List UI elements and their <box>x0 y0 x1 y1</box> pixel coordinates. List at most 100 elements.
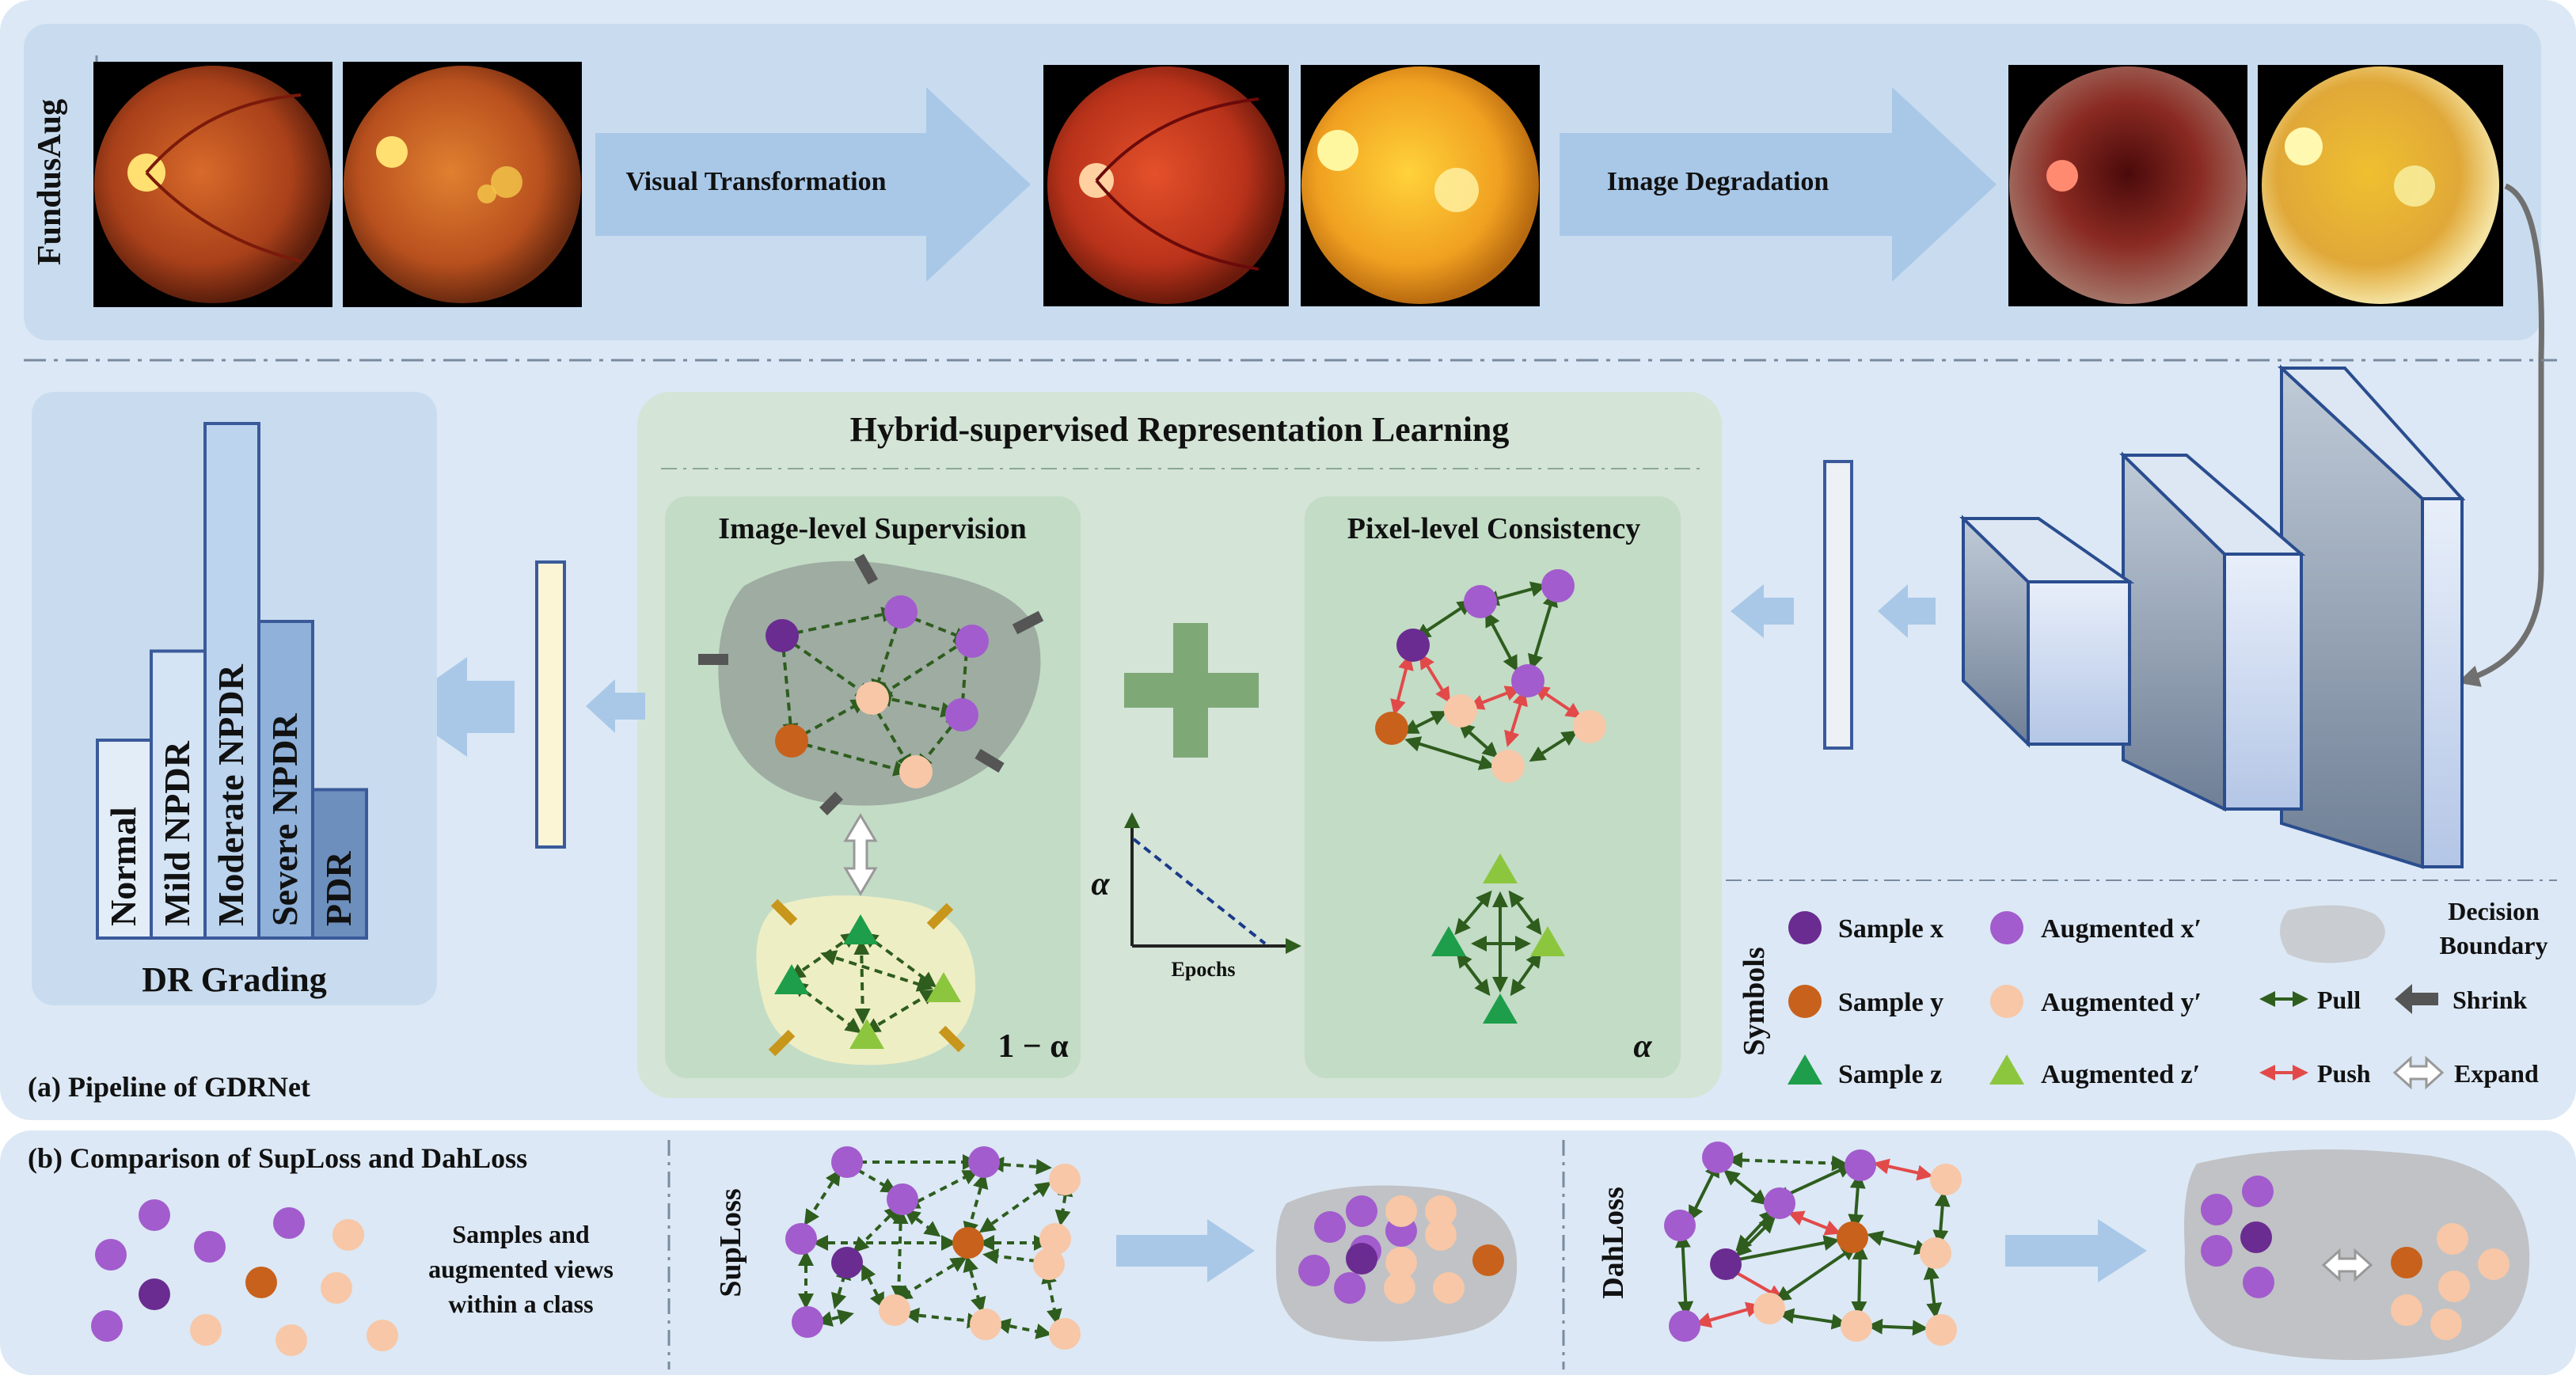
legend-aug-y: Augmented y′ <box>2041 988 2202 1017</box>
dr-bar <box>203 422 260 940</box>
dr-grading-bars: Normal Mild NPDR Moderate NPDR Severe NPDR P… <box>96 422 368 940</box>
pipeline-caption: (a) Pipeline of GDRNet <box>28 1071 310 1103</box>
legend-aug-z: Augmented z′ <box>2041 1060 2200 1089</box>
epochs-axis-label: Epochs <box>1172 958 1236 981</box>
alpha-axis-label: α <box>1091 866 1110 902</box>
node-aug-y <box>856 682 889 715</box>
node-aug-z <box>1530 926 1565 956</box>
hybrid-to-feature-arrow <box>586 679 645 733</box>
to-encoder-arrow <box>2456 183 2544 687</box>
class-samples <box>91 1199 398 1356</box>
node-sample-y <box>1375 712 1408 745</box>
legend-aug-x: Augmented x′ <box>2041 914 2202 944</box>
legend-aug-x-marker <box>1990 911 2023 944</box>
one-minus-alpha-label: 1 − α <box>997 1028 1069 1065</box>
encoder-to-feature-arrow <box>1878 584 1936 638</box>
node-sample-z <box>1431 926 1466 956</box>
fundus-image-transformed-1 <box>1043 65 1289 306</box>
alpha-label: α <box>1633 1028 1652 1065</box>
node-aug-y <box>1491 750 1525 783</box>
suploss-label: SupLoss <box>714 1188 747 1297</box>
pixel-z-graph <box>1454 890 1542 997</box>
pixel-level-panel <box>1305 496 1681 1078</box>
legend-expand: Expand <box>2454 1059 2539 1088</box>
legend-sample-y-marker <box>1788 985 1822 1018</box>
fundus-image-original-2 <box>343 62 582 307</box>
suploss-nodes <box>785 1146 1081 1350</box>
pixel-level-graph <box>1390 581 1582 770</box>
node-sample-z <box>843 914 878 944</box>
dr-bar <box>311 788 368 940</box>
symbols-legend: Symbols Sample x Augmented x′ Decision B… <box>1738 897 2548 1090</box>
dr-bar-label: Moderate NPDR <box>211 663 251 926</box>
image-degradation-arrow <box>1560 87 1997 282</box>
fundus-image-degraded-1 <box>2008 65 2247 306</box>
suploss-result-arrow <box>1116 1219 1255 1282</box>
legend-push: Push <box>2317 1059 2371 1088</box>
plus-sign <box>1124 623 1259 758</box>
visual-transformation-arrow <box>595 87 1031 282</box>
samples-text-1: Samples and <box>452 1220 590 1248</box>
node-aug-x <box>1541 569 1575 602</box>
dr-bar-label: PDR <box>318 851 359 926</box>
dr-grading-title: DR Grading <box>142 960 326 999</box>
node-aug-z <box>926 972 961 1002</box>
visual-transformation-label: Visual Transformation <box>625 167 886 196</box>
pooled-feature <box>535 560 566 849</box>
legend-aug-y-marker <box>1990 985 2023 1018</box>
node-aug-y <box>1573 710 1606 743</box>
node-aug-x <box>1511 664 1544 697</box>
image-level-title: Image-level Supervision <box>718 512 1026 545</box>
expand-arrow <box>843 813 878 896</box>
fundus-image-original-1 <box>93 62 332 307</box>
dahloss-label: DahLoss <box>1597 1187 1630 1299</box>
dr-bar-label: Normal <box>103 807 143 926</box>
dahloss-nodes <box>1664 1142 1962 1346</box>
node-aug-z <box>849 1019 884 1049</box>
fundus-image-degraded-2 <box>2258 65 2503 306</box>
samples-text-3: within a class <box>448 1290 593 1318</box>
node-sample-z <box>774 964 809 994</box>
dr-bar-label: Severe NPDR <box>264 713 305 926</box>
fundusaug-label: FundusAug <box>32 99 68 265</box>
node-aug-x <box>956 625 989 658</box>
dr-bar <box>257 620 314 940</box>
suploss-graph <box>798 1154 1073 1339</box>
node-aug-x <box>1464 585 1497 618</box>
legend-shrink: Shrink <box>2453 986 2527 1014</box>
samples-text-2: augmented views <box>428 1255 614 1283</box>
legend-pull: Pull <box>2317 986 2361 1014</box>
image-degradation-label: Image Degradation <box>1607 167 1829 196</box>
node-aug-y <box>899 755 933 788</box>
node-sample-x <box>766 619 799 652</box>
feature-to-hybrid-arrow <box>1731 584 1794 638</box>
dr-bar-label: Mild NPDR <box>157 740 197 926</box>
dahloss-result-arrow <box>2005 1219 2147 1282</box>
legend-sample-x: Sample x <box>1838 914 1943 944</box>
node-sample-x <box>1396 629 1430 662</box>
node-aug-x <box>945 698 978 731</box>
legend-decision-boundary-marker <box>2280 905 2385 963</box>
shrink-arrows-z <box>768 898 966 1057</box>
hybrid-title: Hybrid-supervised Representation Learnin… <box>850 410 1510 449</box>
node-aug-y <box>1444 694 1477 727</box>
legend-aug-z-marker <box>1989 1054 2024 1085</box>
shrink-arrows <box>698 553 1044 815</box>
comparison-caption: (b) Comparison of SupLoss and DahLoss <box>28 1142 527 1174</box>
legend-decision-1: Decision <box>2448 897 2540 925</box>
legend-shrink-marker <box>2395 984 2438 1014</box>
legend-decision-2: Boundary <box>2440 931 2548 959</box>
node-aug-z <box>1483 853 1518 883</box>
legend-expand-marker <box>2392 1055 2445 1090</box>
symbols-title: Symbols <box>1738 947 1771 1055</box>
node-sample-z <box>1483 993 1518 1024</box>
dahloss-cluster <box>2201 1176 2510 1340</box>
suploss-cluster <box>1298 1195 1504 1304</box>
feature-vector <box>1823 460 1853 750</box>
node-aug-x <box>884 595 918 629</box>
legend-sample-x-marker <box>1788 911 1822 944</box>
legend-sample-z: Sample z <box>1838 1060 1942 1089</box>
alpha-schedule-plot: α Epochs <box>1091 812 1301 981</box>
legend-sample-y: Sample y <box>1838 988 1943 1017</box>
